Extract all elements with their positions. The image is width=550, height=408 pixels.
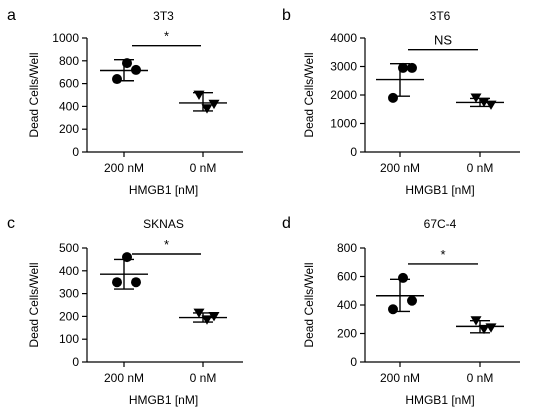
chart-panel-b: b 3T6 0 1000 2000 3000 4000 200 nM 0 nM Dead Cell… xyxy=(282,7,520,197)
significance-label: NS xyxy=(434,33,452,48)
y-tick-label: 4000 xyxy=(330,31,357,45)
y-tick-label: 200 xyxy=(59,122,79,136)
x-tick-label: 200 nM xyxy=(380,161,420,175)
x-tick-label: 200 nM xyxy=(104,161,144,175)
y-tick-label: 300 xyxy=(59,287,79,301)
data-point-circle xyxy=(398,272,408,283)
y-tick-label: 0 xyxy=(350,355,357,369)
x-tick-label: 0 nM xyxy=(190,161,217,175)
data-point-circle xyxy=(112,74,122,85)
y-tick-label: 400 xyxy=(59,264,79,278)
data-point-triangle xyxy=(208,312,220,322)
panel-letter: d xyxy=(282,215,291,232)
panel-letter: a xyxy=(7,7,16,24)
data-point-circle xyxy=(122,58,132,69)
chart-panel-c: c SKNAS 0 100 200 300 400 500 200 nM 0 nM Dead Cel… xyxy=(7,215,243,407)
data-point-triangle xyxy=(208,99,220,110)
significance-label: * xyxy=(440,247,445,262)
data-point-circle xyxy=(407,295,417,306)
data-point-circle xyxy=(131,64,141,75)
significance-label: * xyxy=(164,29,169,44)
y-tick-label: 1000 xyxy=(330,117,357,131)
data-point-circle xyxy=(398,62,408,73)
y-tick-label: 3000 xyxy=(330,60,357,74)
x-axis-label: HMGB1 [nM] xyxy=(129,393,198,407)
chart-panel-a: a 3T3 0 200 400 600 800 1000 200 nM 0 nM Dead Cell… xyxy=(7,7,243,197)
data-point-triangle xyxy=(470,93,482,103)
x-tick-label: 200 nM xyxy=(380,371,420,385)
data-point-triangle xyxy=(201,104,213,114)
y-tick-label: 0 xyxy=(72,355,79,369)
x-tick-label: 0 nM xyxy=(467,371,494,385)
data-point-triangle xyxy=(193,308,205,318)
significance-label: * xyxy=(164,237,169,252)
x-axis-label: HMGB1 [nM] xyxy=(405,183,474,197)
y-tick-label: 100 xyxy=(59,332,79,346)
x-tick-label: 0 nM xyxy=(467,161,494,175)
x-axis-label: HMGB1 [nM] xyxy=(405,393,474,407)
y-tick-label: 800 xyxy=(59,54,79,68)
panel-letter: b xyxy=(282,7,291,24)
y-tick-label: 1000 xyxy=(52,31,79,45)
y-axis-label: Dead Cells/Well xyxy=(27,52,41,137)
y-tick-label: 600 xyxy=(337,270,357,284)
data-point-triangle xyxy=(485,100,497,110)
panel-letter: c xyxy=(7,215,15,232)
x-tick-label: 0 nM xyxy=(190,371,217,385)
data-point-triangle xyxy=(478,324,490,335)
y-tick-label: 600 xyxy=(59,77,79,91)
chart-title: 67C-4 xyxy=(424,217,457,231)
x-tick-label: 200 nM xyxy=(104,371,144,385)
y-axis-label: Dead Cells/Well xyxy=(302,262,316,347)
y-tick-label: 200 xyxy=(59,309,79,323)
data-point-triangle xyxy=(478,97,490,108)
data-point-circle xyxy=(407,62,417,73)
y-tick-label: 200 xyxy=(337,327,357,341)
data-point-circle xyxy=(388,304,398,315)
y-tick-label: 500 xyxy=(59,241,79,255)
y-tick-label: 2000 xyxy=(330,88,357,102)
y-tick-label: 0 xyxy=(72,145,79,159)
data-point-triangle xyxy=(470,316,482,326)
data-point-circle xyxy=(388,92,398,103)
chart-title: 3T3 xyxy=(153,9,174,23)
y-tick-label: 400 xyxy=(337,298,357,312)
x-axis-label: HMGB1 [nM] xyxy=(129,183,198,197)
data-point-circle xyxy=(112,277,122,288)
chart-title: SKNAS xyxy=(143,217,184,231)
y-axis-label: Dead Cells/Well xyxy=(27,262,41,347)
y-tick-label: 800 xyxy=(337,241,357,255)
chart-panel-d: d 67C-4 0 200 400 600 800 200 nM 0 nM Dead Cells/… xyxy=(282,215,520,407)
y-axis-label: Dead Cells/Well xyxy=(302,52,316,137)
chart-title: 3T6 xyxy=(430,9,451,23)
data-point-circle xyxy=(122,252,132,263)
y-tick-label: 400 xyxy=(59,99,79,113)
y-tick-label: 0 xyxy=(350,145,357,159)
data-point-circle xyxy=(131,277,141,288)
data-point-triangle xyxy=(193,90,205,100)
data-point-triangle xyxy=(201,315,213,325)
